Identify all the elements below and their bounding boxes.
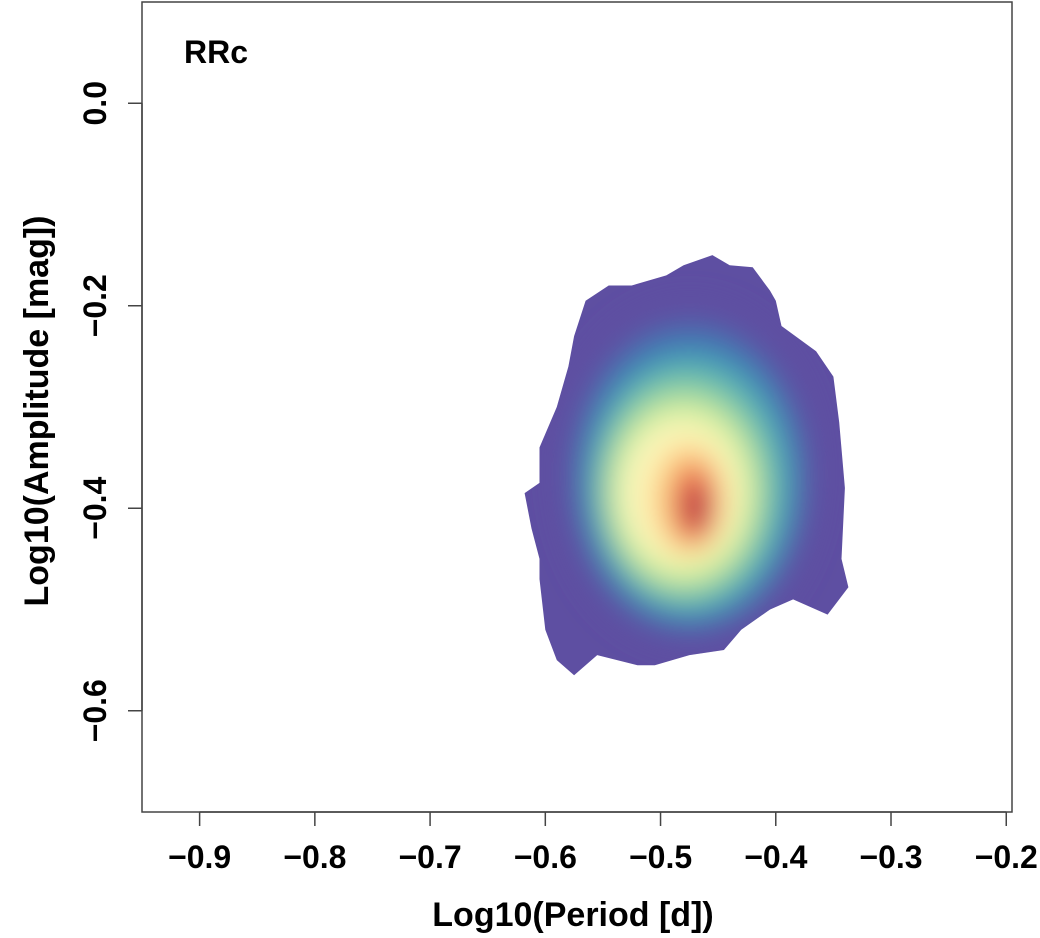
density-level-11 bbox=[687, 488, 706, 529]
y-tick-label: −0.2 bbox=[77, 274, 113, 337]
y-axis-title: Log10(Amplitude [mag]) bbox=[18, 216, 56, 607]
panel-label: RRc bbox=[184, 34, 248, 70]
x-axis: −0.9 −0.8 −0.7 −0.6 −0.5 −0.4 −0.3 −0.2 bbox=[168, 811, 1038, 875]
x-tick-label: −0.5 bbox=[629, 839, 692, 875]
y-tick-label: −0.6 bbox=[77, 679, 113, 742]
x-tick-label: −0.7 bbox=[398, 839, 461, 875]
x-tick-label: −0.2 bbox=[975, 839, 1038, 875]
y-tick-label: −0.4 bbox=[77, 476, 113, 539]
y-axis: 0.0 −0.2 −0.4 −0.6 bbox=[77, 81, 143, 742]
x-tick-label: −0.8 bbox=[283, 839, 346, 875]
density-surface bbox=[524, 255, 849, 676]
x-tick-label: −0.4 bbox=[744, 839, 807, 875]
y-tick-label: 0.0 bbox=[77, 81, 113, 125]
x-tick-label: −0.9 bbox=[168, 839, 231, 875]
x-tick-label: −0.3 bbox=[859, 839, 922, 875]
x-tick-label: −0.6 bbox=[514, 839, 577, 875]
x-axis-title: Log10(Period [d]) bbox=[432, 896, 713, 934]
